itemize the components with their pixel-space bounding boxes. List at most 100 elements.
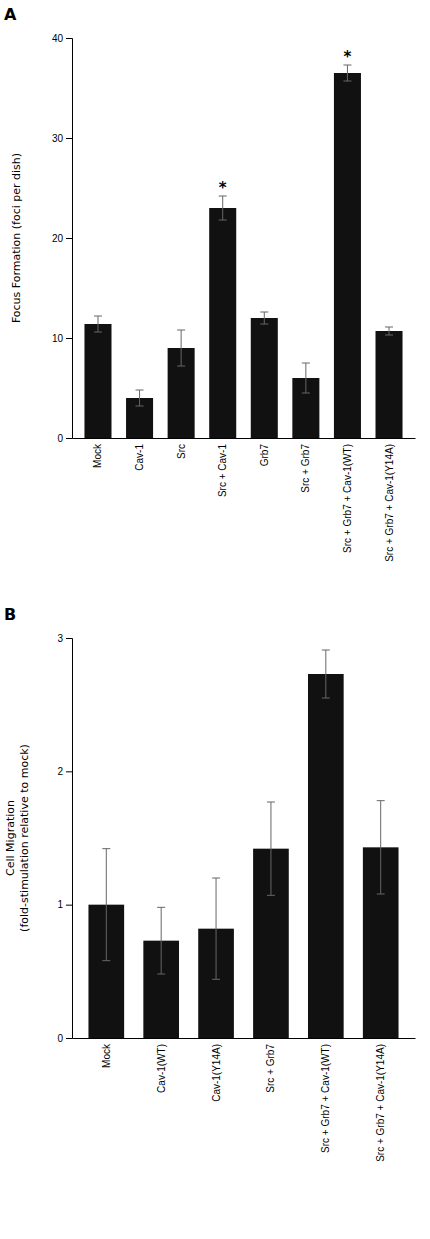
error-bar-cap: [322, 650, 330, 651]
error-bar-cap: [385, 327, 393, 328]
x-tick: Src + Grb7 + Cav-1(WT): [342, 438, 353, 553]
error-bar: [377, 801, 385, 894]
y-tick-mark: [66, 438, 72, 439]
error-bar-cap: [267, 802, 275, 803]
error-bar: [343, 65, 351, 81]
annotations: **: [219, 48, 352, 197]
y-axis-title: Cell Migration: [4, 800, 17, 876]
x-tick: Cav-1(Y14A): [211, 1038, 222, 1102]
error-bar-stem: [222, 196, 223, 220]
error-bar-stem: [325, 650, 326, 698]
error-bar: [177, 330, 185, 366]
bar: [376, 331, 403, 438]
y-tick-label: 0: [57, 433, 63, 444]
y-tick-label: 0: [57, 1033, 63, 1044]
y-tick: 1: [57, 899, 72, 910]
x-tick-label: Src + Grb7: [265, 1044, 276, 1093]
error-bar-cap: [377, 800, 385, 801]
x-tick: Src + Grb7: [265, 1038, 276, 1093]
error-bar: [136, 390, 144, 406]
error-bar-cap: [102, 960, 110, 961]
y-tick-label: 2: [57, 766, 63, 777]
x-tick-label: Src + Grb7 + Cav-1(Y14A): [384, 444, 395, 562]
error-bar-cap: [102, 848, 110, 849]
y-tick-label: 3: [57, 633, 63, 644]
x-tick-label: Cav-1(WT): [156, 1044, 167, 1093]
error-bar: [219, 196, 227, 220]
error-bar-stem: [270, 802, 271, 895]
y-tick-mark: [66, 1038, 72, 1039]
plot: 010203040MockCav-1SrcSrc + Cav-1Grb7Src …: [10, 33, 416, 562]
error-bar: [385, 327, 393, 335]
bar: [251, 318, 278, 438]
error-bar-stem: [305, 363, 306, 393]
error-bar-cap: [302, 393, 310, 394]
error-bar-cap: [157, 974, 165, 975]
panel: A010203040MockCav-1SrcSrc + Cav-1Grb7Src…: [4, 5, 416, 562]
y-axis: 010203040: [52, 33, 73, 444]
y-tick-label: 20: [52, 233, 64, 244]
error-bar-cap: [212, 979, 220, 980]
error-bar-cap: [136, 390, 144, 391]
x-tick: Cav-1(WT): [156, 1038, 167, 1093]
x-tick: Src + Grb7: [300, 438, 311, 493]
bar: [308, 674, 344, 1038]
figure: A010203040MockCav-1SrcSrc + Cav-1Grb7Src…: [0, 0, 430, 1239]
error-bar-cap: [322, 698, 330, 699]
x-axis: Mock Cav-1(WT) Cav-1(Y14A) Src + Grb7 Src + …: [73, 1038, 416, 1162]
y-axis-title: Focus Formation (foci per dish): [10, 153, 23, 323]
error-bar: [260, 312, 268, 324]
annotation: *: [344, 48, 352, 66]
x-tick-label: Mock: [101, 1043, 112, 1068]
error-bar-cap: [219, 220, 227, 221]
error-bar-cap: [302, 363, 310, 364]
error-bar-cap: [377, 894, 385, 895]
x-tick-label: Src + Grb7 + Cav-1(WT): [342, 444, 353, 553]
error-bar-cap: [385, 335, 393, 336]
panel-label: A: [4, 5, 17, 24]
x-tick: Src + Grb7 + Cav-1(Y14A): [384, 438, 395, 562]
error-bar-stem: [181, 330, 182, 366]
x-tick: Src: [176, 438, 187, 459]
y-tick: 20: [52, 233, 72, 244]
error-bar-stem: [106, 849, 107, 961]
y-tick-mark: [66, 338, 72, 339]
y-tick: 2: [57, 766, 72, 777]
x-tick-label: Src + Cav-1: [217, 444, 228, 498]
y-tick: 3: [57, 633, 72, 644]
error-bar-cap: [267, 895, 275, 896]
error-bar: [94, 316, 102, 332]
y-axis: 0 1 2 3: [57, 633, 72, 1044]
x-tick-label: Src + Grb7 + Cav-1(WT): [320, 1044, 331, 1153]
bar: [209, 208, 236, 438]
plot: 0 1 2 3 Mock Cav-1(WT) Cav-1(Y14A) Src + Grb7 Sr…: [4, 633, 416, 1162]
x-tick: Cav-1: [134, 438, 145, 471]
error-bar: [157, 907, 165, 974]
x-axis-line: [73, 1038, 416, 1039]
error-bar-stem: [97, 316, 98, 332]
x-axis: Mock Cav-1 Src Src + Cav-1 Grb7 Src + Grb7 Src…: [73, 438, 416, 562]
error-bar-stem: [161, 907, 162, 974]
bar: [334, 73, 361, 438]
y-tick-mark: [66, 771, 72, 772]
error-bar: [102, 849, 110, 961]
x-tick-label: Grb7: [259, 444, 270, 467]
error-bar-stem: [347, 65, 348, 81]
error-bar-stem: [389, 327, 390, 335]
y-tick: 10: [52, 333, 72, 344]
y-tick: 0: [57, 433, 72, 444]
error-bar-stem: [380, 801, 381, 894]
error-bar-stem: [216, 878, 217, 979]
error-bar-cap: [177, 330, 185, 331]
x-tick: Mock: [101, 1038, 112, 1068]
x-tick-label: Cav-1: [134, 444, 145, 471]
error-bar: [212, 878, 220, 979]
error-bar-cap: [136, 406, 144, 407]
x-tick: Mock: [92, 438, 103, 468]
marks: [84, 65, 402, 438]
error-bar-cap: [260, 312, 268, 313]
error-bar-stem: [264, 312, 265, 324]
y-tick-label: 10: [52, 333, 64, 344]
error-bar: [267, 802, 275, 895]
y-tick-label: 30: [52, 133, 64, 144]
